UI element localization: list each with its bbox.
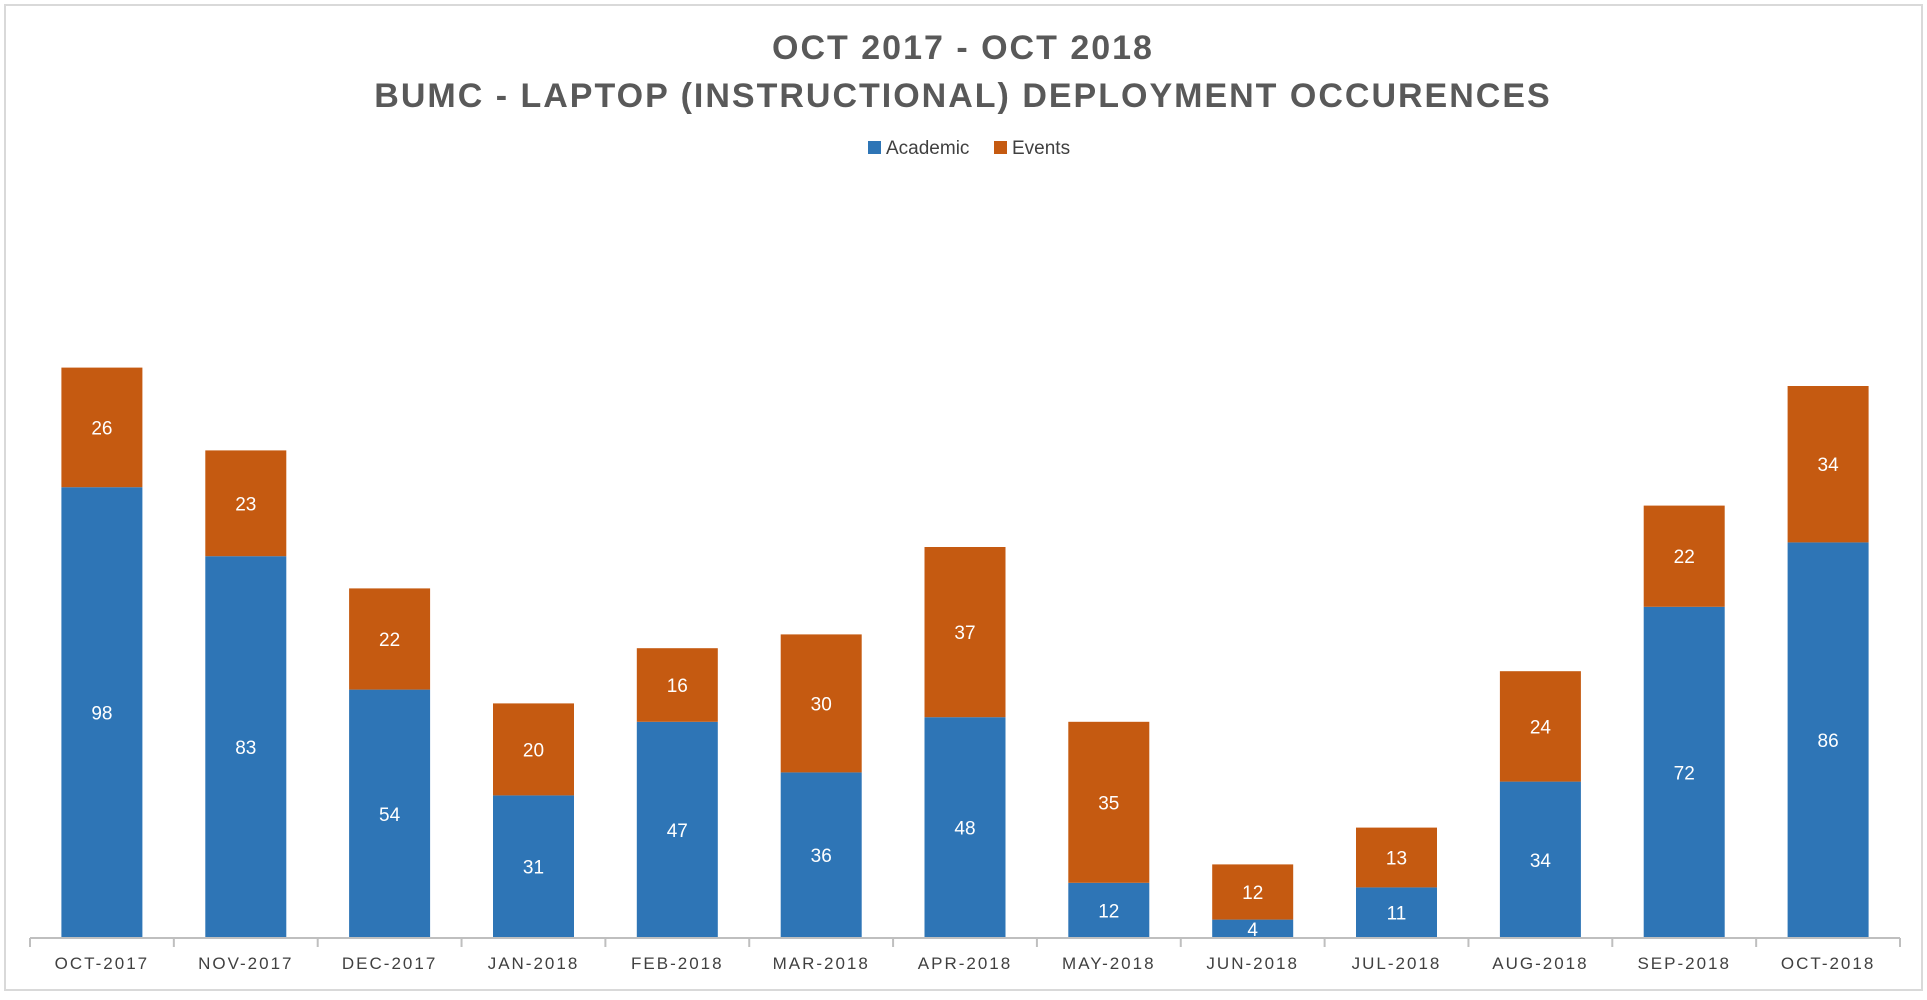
legend-label-events: Events bbox=[1012, 138, 1070, 159]
data-label-academic-jan-2018: 31 bbox=[523, 858, 544, 879]
bars-group bbox=[61, 367, 1869, 938]
data-label-events-may-2018: 35 bbox=[1098, 793, 1119, 814]
x-tick-label-sep-2018: SEP-2018 bbox=[1637, 954, 1731, 973]
bar-academic-dec-2017 bbox=[349, 689, 431, 938]
data-label-academic-nov-2017: 83 bbox=[235, 738, 256, 759]
bar-events-oct-2017 bbox=[61, 367, 143, 488]
x-tick-label-aug-2018: AUG-2018 bbox=[1492, 954, 1588, 973]
bar-events-may-2018 bbox=[1068, 721, 1150, 883]
data-label-academic-jul-2018: 11 bbox=[1387, 904, 1407, 925]
data-label-events-mar-2018: 30 bbox=[811, 694, 832, 715]
data-label-events-aug-2018: 24 bbox=[1530, 717, 1552, 738]
bar-academic-oct-2017 bbox=[61, 487, 143, 938]
legend-label-academic: Academic bbox=[886, 138, 969, 159]
x-tick-label-dec-2017: DEC-2017 bbox=[342, 954, 437, 973]
x-tick-label-nov-2017: NOV-2017 bbox=[198, 954, 293, 973]
bar-academic-jan-2018 bbox=[493, 795, 574, 938]
data-label-academic-mar-2018: 36 bbox=[811, 846, 832, 867]
chart-title: OCT 2017 - OCT 2018 bbox=[772, 29, 1154, 67]
data-label-events-sep-2018: 22 bbox=[1674, 547, 1695, 568]
x-tick-label-apr-2018: APR-2018 bbox=[918, 954, 1012, 973]
bar-events-dec-2017 bbox=[349, 588, 431, 690]
data-label-academic-oct-2017: 98 bbox=[91, 704, 112, 725]
x-tick-label-jul-2018: JUL-2018 bbox=[1352, 954, 1442, 973]
data-label-academic-dec-2017: 54 bbox=[379, 805, 401, 826]
bar-academic-mar-2018 bbox=[780, 772, 862, 938]
x-tick-label-may-2018: MAY-2018 bbox=[1062, 954, 1156, 973]
bar-academic-oct-2018 bbox=[1787, 542, 1869, 938]
x-axis-tick-labels: OCT-2017 NOV-2017 DEC-2017 JAN-2018 FEB-2018… bbox=[55, 954, 1875, 973]
bar-academic-jul-2018 bbox=[1356, 887, 1437, 938]
data-label-academic-aug-2018: 34 bbox=[1530, 851, 1552, 872]
legend-swatch-academic bbox=[868, 141, 881, 154]
data-label-events-oct-2017: 26 bbox=[91, 418, 112, 439]
bar-events-sep-2018 bbox=[1643, 505, 1725, 607]
bar-events-nov-2017 bbox=[205, 450, 287, 557]
bar-academic-may-2018 bbox=[1068, 882, 1150, 938]
data-label-academic-jun-2018: 4 bbox=[1247, 920, 1258, 941]
bar-academic-apr-2018 bbox=[924, 717, 1006, 938]
bar-events-mar-2018 bbox=[780, 634, 862, 773]
chart-subtitle: BUMC - LAPTOP (INSTRUCTIONAL) DEPLOYMENT… bbox=[374, 77, 1551, 115]
data-label-events-oct-2018: 34 bbox=[1818, 455, 1840, 476]
data-label-events-jul-2018: 13 bbox=[1386, 849, 1407, 870]
data-label-events-feb-2018: 16 bbox=[667, 676, 688, 697]
bar-events-jul-2018 bbox=[1356, 827, 1437, 888]
x-tick-label-feb-2018: FEB-2018 bbox=[631, 954, 724, 973]
data-labels-group: 98 26 83 23 54 22 31 20 47 16 36 30 48 37 12 35 4 12 11 13 3… bbox=[91, 418, 1839, 940]
bar-academic-jun-2018 bbox=[1212, 919, 1294, 938]
x-tick-label-jan-2018: JAN-2018 bbox=[488, 954, 580, 973]
x-axis-ticks bbox=[29, 938, 1901, 947]
x-tick-label-oct-2017: OCT-2017 bbox=[55, 954, 149, 973]
bar-events-oct-2018 bbox=[1787, 386, 1869, 543]
data-label-academic-oct-2018: 86 bbox=[1818, 731, 1839, 752]
data-label-events-dec-2017: 22 bbox=[379, 630, 400, 651]
data-label-events-jun-2018: 12 bbox=[1242, 883, 1263, 904]
bar-events-jan-2018 bbox=[493, 703, 574, 796]
data-label-academic-may-2018: 12 bbox=[1098, 901, 1119, 922]
data-label-events-jan-2018: 20 bbox=[523, 740, 544, 761]
legend: Academic Events bbox=[868, 138, 1070, 159]
x-tick-label-oct-2018: OCT-2018 bbox=[1781, 954, 1875, 973]
bar-events-feb-2018 bbox=[636, 648, 718, 722]
x-tick-label-mar-2018: MAR-2018 bbox=[773, 954, 870, 973]
bar-events-aug-2018 bbox=[1499, 671, 1581, 782]
x-tick-label-jun-2018: JUN-2018 bbox=[1206, 954, 1299, 973]
data-label-academic-sep-2018: 72 bbox=[1674, 763, 1695, 784]
bar-academic-sep-2018 bbox=[1643, 606, 1725, 938]
bar-academic-feb-2018 bbox=[636, 721, 718, 938]
data-label-events-apr-2018: 37 bbox=[954, 623, 975, 644]
bar-events-apr-2018 bbox=[924, 547, 1006, 718]
data-label-events-nov-2017: 23 bbox=[235, 494, 256, 515]
bar-academic-aug-2018 bbox=[1499, 781, 1581, 938]
bar-events-jun-2018 bbox=[1212, 864, 1294, 920]
bar-academic-nov-2017 bbox=[205, 556, 287, 938]
data-label-academic-apr-2018: 48 bbox=[954, 819, 975, 840]
data-label-academic-feb-2018: 47 bbox=[667, 821, 688, 842]
legend-swatch-events bbox=[994, 141, 1007, 154]
